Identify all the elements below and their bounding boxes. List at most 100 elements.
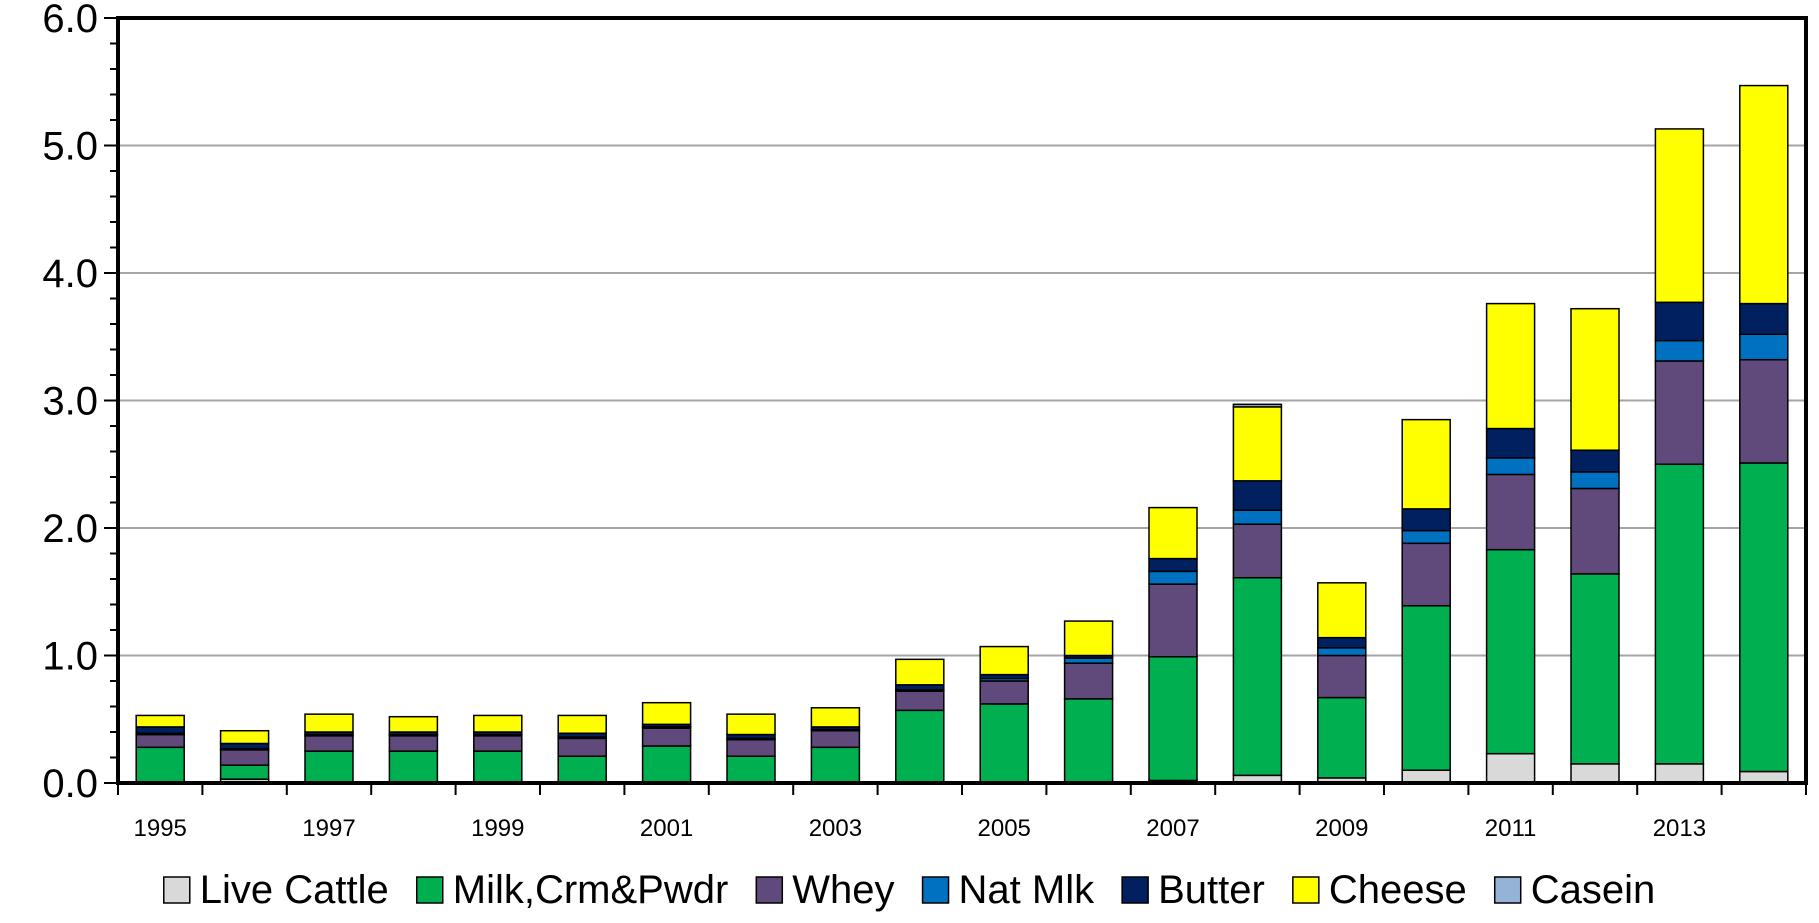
bar-segment bbox=[1485, 548, 1536, 755]
x-tick-label: 2007 bbox=[1146, 815, 1199, 842]
bar-segment bbox=[979, 645, 1029, 676]
bar-segment bbox=[219, 749, 270, 766]
x-tick-label: 2003 bbox=[809, 815, 862, 842]
bar-segment bbox=[1232, 480, 1283, 511]
x-tick-label: 1995 bbox=[134, 815, 187, 842]
bar-segment bbox=[1485, 457, 1536, 476]
legend-label: Nat Mlk bbox=[959, 868, 1096, 912]
bar-segment bbox=[1063, 662, 1114, 700]
legend-swatch bbox=[921, 876, 950, 904]
bar-segment bbox=[473, 714, 523, 733]
y-tick-label: 4.0 bbox=[42, 252, 98, 296]
gridlines bbox=[118, 144, 1806, 657]
bar-segment bbox=[1148, 583, 1198, 658]
y-tick-label: 2.0 bbox=[42, 507, 98, 551]
bar-segment bbox=[1485, 427, 1536, 459]
y-tick-label: 3.0 bbox=[42, 380, 98, 424]
bar-segment bbox=[1063, 698, 1114, 783]
bar-segment bbox=[473, 735, 523, 752]
legend-item: Butter bbox=[1121, 868, 1265, 912]
bar-segment bbox=[1401, 605, 1451, 772]
bar-segment bbox=[1739, 333, 1789, 361]
bar-segment bbox=[895, 684, 945, 691]
bar-segment bbox=[1401, 508, 1451, 532]
bar-segment bbox=[219, 742, 270, 750]
x-tick-label: 2011 bbox=[1485, 815, 1537, 842]
bar-segment bbox=[810, 746, 861, 783]
legend-swatch bbox=[163, 876, 191, 904]
bar-segment bbox=[641, 701, 692, 726]
y-tick-label: 6.0 bbox=[42, 0, 98, 41]
bar-segment bbox=[895, 709, 945, 783]
bar-segment bbox=[1401, 418, 1451, 510]
bar-segment bbox=[1654, 301, 1705, 342]
y-tick-label: 5.0 bbox=[42, 125, 98, 169]
legend-swatch bbox=[1121, 876, 1149, 904]
bar-segment bbox=[1401, 542, 1451, 607]
bar-segment bbox=[1570, 487, 1620, 575]
bar-segment bbox=[726, 713, 776, 736]
bar-segment bbox=[304, 750, 354, 783]
bar-segment bbox=[1654, 763, 1705, 784]
bar-segment bbox=[895, 690, 945, 712]
bar-segment bbox=[1232, 406, 1283, 482]
y-tick-label: 1.0 bbox=[42, 635, 98, 679]
legend-item: Live Cattle bbox=[163, 868, 389, 912]
bar-segment bbox=[1570, 471, 1620, 490]
bar-segment bbox=[641, 745, 692, 783]
legend-label: Whey bbox=[792, 868, 894, 912]
bar-segment bbox=[1570, 449, 1620, 473]
bar-segment bbox=[1485, 473, 1536, 551]
x-tick-label: 2013 bbox=[1653, 815, 1706, 842]
bar-segment bbox=[1401, 529, 1451, 545]
bar-segment bbox=[388, 750, 439, 783]
x-tick-label: 1997 bbox=[302, 815, 355, 842]
bar-segment bbox=[810, 729, 861, 749]
bar-segment bbox=[1063, 620, 1114, 657]
x-tick-label: 1999 bbox=[471, 815, 524, 842]
bar-segment bbox=[135, 746, 185, 783]
bar-segment bbox=[810, 707, 861, 728]
legend-label: Casein bbox=[1531, 868, 1656, 912]
legend-item: Nat Mlk bbox=[921, 868, 1096, 912]
x-tick-label: 2001 bbox=[640, 815, 693, 842]
x-tick-label: 2005 bbox=[978, 815, 1031, 842]
bar-segment bbox=[1485, 752, 1536, 784]
legend-swatch bbox=[1292, 876, 1320, 904]
legend-item: Casein bbox=[1493, 868, 1656, 912]
legend-swatch bbox=[416, 876, 444, 904]
plot-frame bbox=[104, 16, 1808, 795]
bar-segment bbox=[1739, 302, 1789, 335]
bar-segment bbox=[895, 658, 945, 686]
y-axis-tick-labels: 0.0 1.0 2.0 3.0 4.0 5.0 6.0 bbox=[42, 0, 98, 806]
bar-segment bbox=[557, 737, 607, 757]
bar-segment bbox=[1063, 657, 1114, 664]
bar-segment bbox=[1148, 656, 1198, 782]
bar-segment bbox=[1654, 128, 1705, 304]
bar-segment bbox=[135, 733, 185, 749]
legend-item: Milk,Crm&Pwdr bbox=[416, 868, 729, 912]
bar-segment bbox=[979, 703, 1029, 783]
legend-swatch bbox=[755, 876, 784, 904]
bar-segment bbox=[1317, 582, 1367, 639]
y-tick-label: 0.0 bbox=[42, 762, 98, 806]
bar-segment bbox=[304, 735, 354, 752]
bar-segment bbox=[1317, 696, 1367, 779]
bar-segment bbox=[1232, 509, 1283, 525]
bar-segment bbox=[135, 714, 185, 728]
bar-segment bbox=[1317, 647, 1367, 657]
legend-label: Milk,Crm&Pwdr bbox=[453, 868, 729, 912]
bar-segment bbox=[979, 680, 1029, 705]
bar-segment bbox=[1570, 573, 1620, 765]
bar-segment bbox=[1485, 302, 1536, 430]
legend: Live Cattle Milk,Crm&Pwdr Whey Nat Mlk Butte… bbox=[163, 868, 1656, 912]
bar-segment bbox=[1739, 84, 1789, 305]
bar-segment bbox=[1739, 462, 1789, 773]
bar-segment bbox=[1232, 403, 1283, 408]
bar-segment bbox=[1570, 763, 1620, 784]
bar-segment bbox=[726, 738, 776, 757]
bar-segment bbox=[1317, 636, 1367, 649]
bar-segment bbox=[1317, 654, 1367, 699]
bar-segment bbox=[726, 755, 776, 783]
